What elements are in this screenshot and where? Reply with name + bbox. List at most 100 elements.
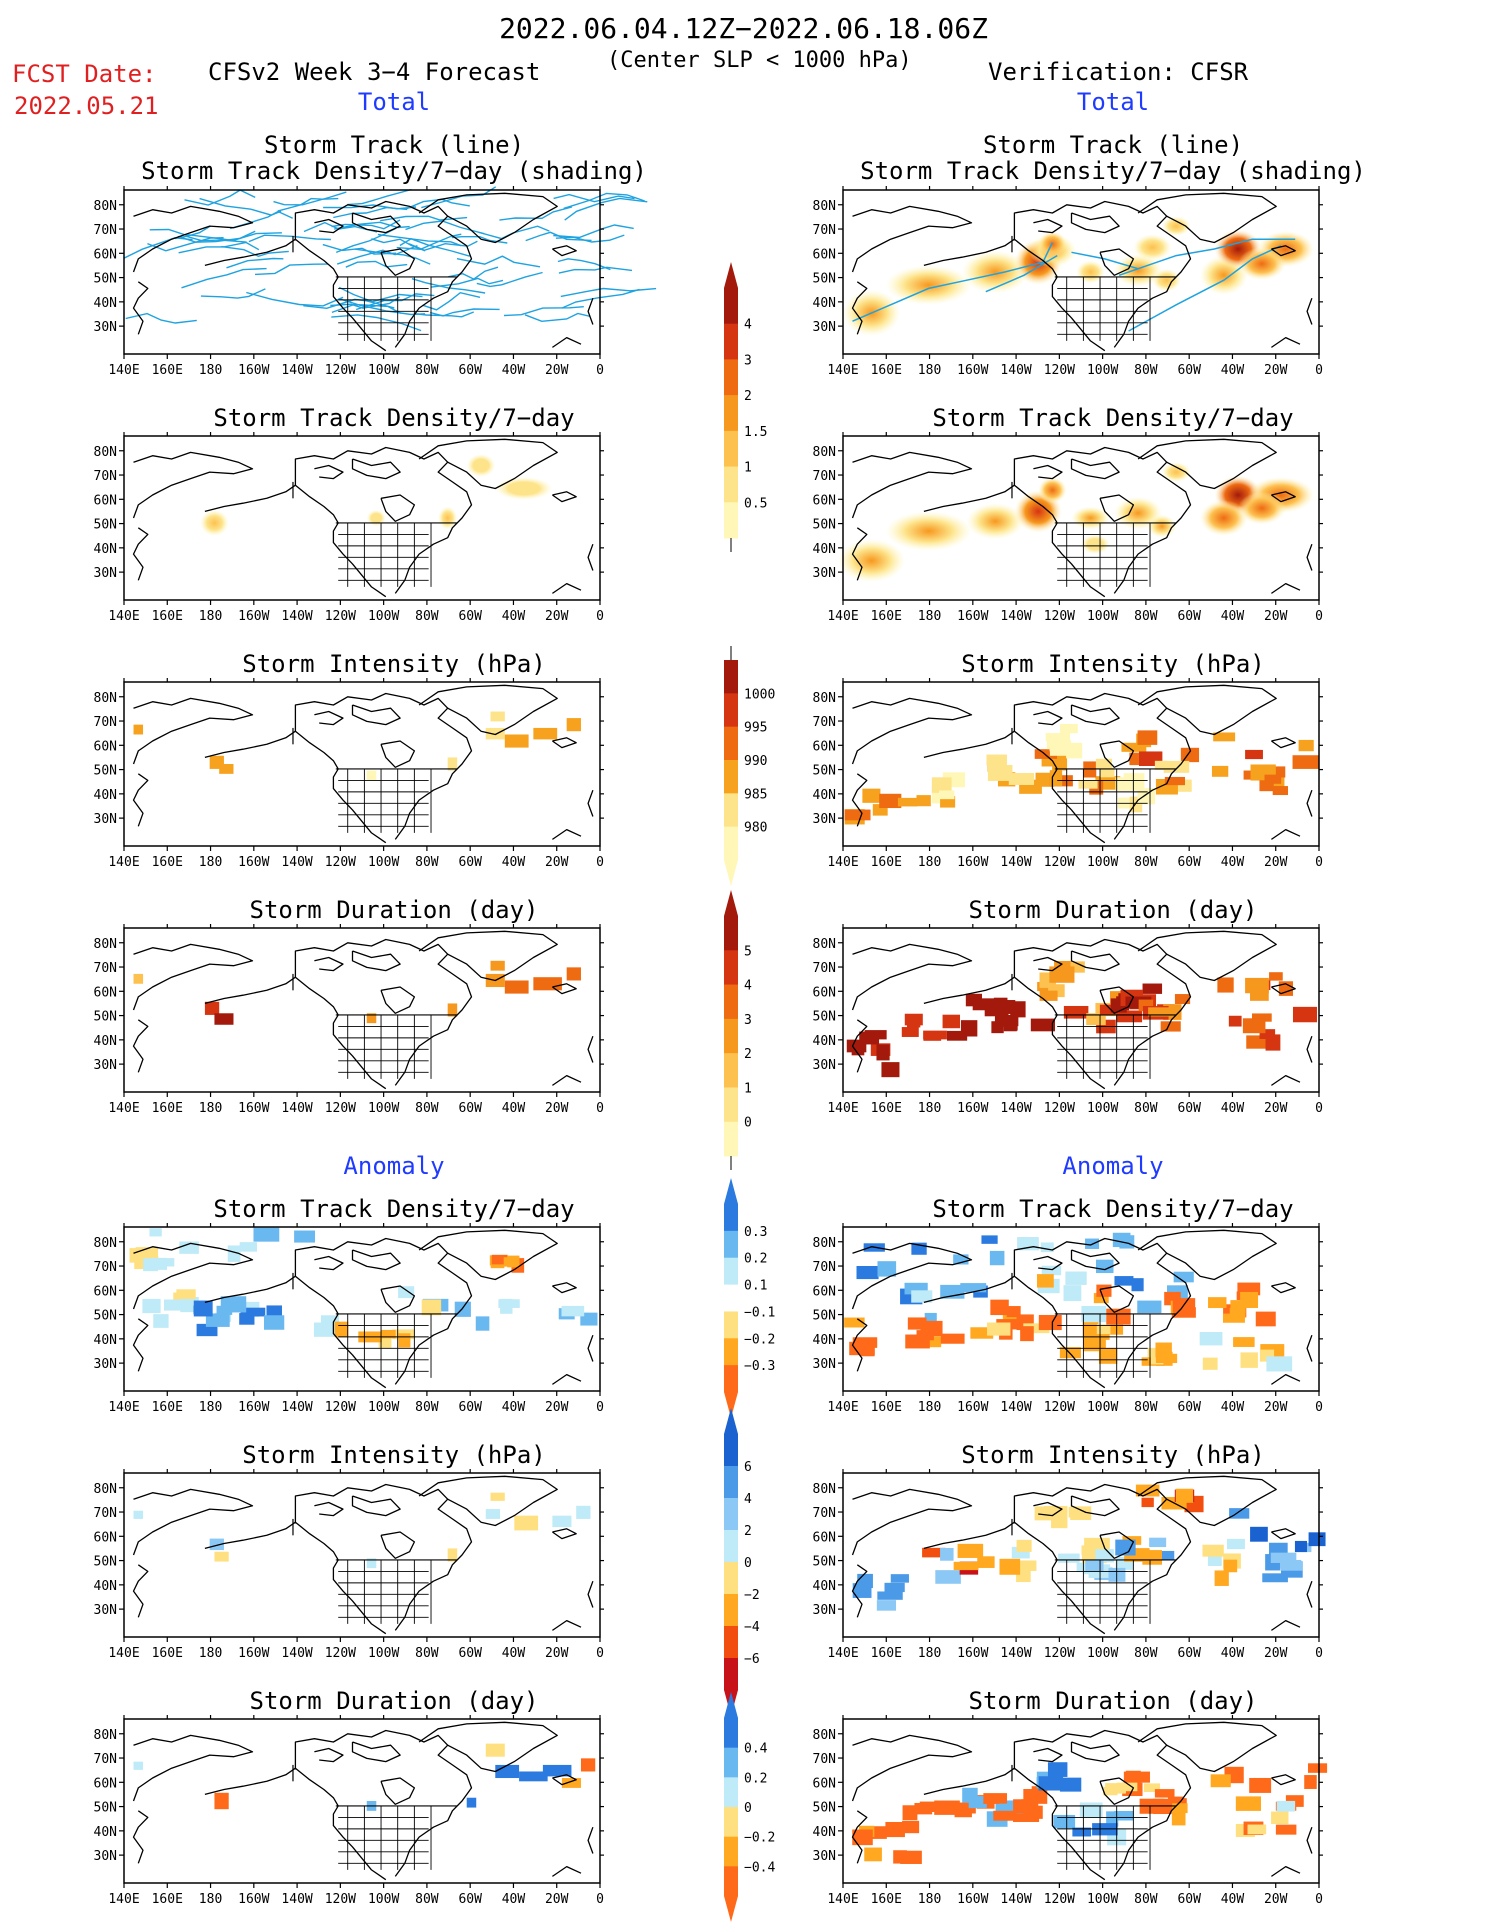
lat-tick-label: 80N xyxy=(813,445,836,460)
lon-tick-label: 80W xyxy=(1134,1400,1158,1415)
lon-tick-label: 180 xyxy=(918,363,941,378)
map-panel-density-anomaly-forecast: 140E 160E 180 160W 140W 120W 100W 80W 60W 40W 20W 0… xyxy=(94,1223,604,1415)
lon-tick-label: 40W xyxy=(1221,1101,1245,1116)
lon-tick-label: 160E xyxy=(152,1646,183,1661)
panel-title-intensity-anom-left: Storm Intensity (hPa) xyxy=(242,1441,546,1469)
colorbar-intensity-anomaly: 6 4 2 0 −2 −4 −6 xyxy=(724,1408,760,1716)
lat-tick-label: 50N xyxy=(813,518,836,533)
lon-tick-label: 60W xyxy=(1177,363,1201,378)
lon-tick-label: 180 xyxy=(199,609,222,624)
map-panel-duration-forecast: 140E 160E 180 160W 140W 120W 100W 80W 60W 40W 20W 0… xyxy=(94,924,604,1116)
lon-tick-label: 120W xyxy=(1044,1101,1075,1116)
lon-tick-label: 120W xyxy=(1044,363,1075,378)
lon-tick-label: 80W xyxy=(1134,1892,1158,1907)
colorbar-tick-label: 4 xyxy=(744,318,752,333)
coastline-layer xyxy=(851,192,1313,352)
lon-tick-label: 140W xyxy=(281,1892,312,1907)
lon-tick-label: 20W xyxy=(545,1400,569,1415)
lon-tick-label: 140W xyxy=(281,1646,312,1661)
lon-tick-label: 160E xyxy=(152,1892,183,1907)
lat-tick-label: 70N xyxy=(813,223,836,238)
lon-tick-label: 120W xyxy=(1044,1892,1075,1907)
lon-tick-label: 40W xyxy=(502,1400,526,1415)
lat-tick-label: 80N xyxy=(813,1728,836,1743)
lon-tick-label: 140E xyxy=(108,609,139,624)
panel-title-density-anom-right: Storm Track Density/7−day xyxy=(932,1195,1294,1223)
colorbar-tick-label: 6 xyxy=(744,1460,752,1475)
lat-tick-label: 70N xyxy=(813,715,836,730)
lon-tick-label: 20W xyxy=(1264,363,1288,378)
lon-tick-label: 180 xyxy=(199,1646,222,1661)
lon-tick-label: 60W xyxy=(1177,1892,1201,1907)
lat-tick-label: 70N xyxy=(94,469,117,484)
lat-tick-label: 40N xyxy=(94,1333,117,1348)
colorbar-density-anomaly: 0.3 0.2 0.1 −0.1 −0.2 −0.3 xyxy=(724,1178,775,1418)
lon-tick-label: 120W xyxy=(325,1892,356,1907)
colorbar-tick-label: 4 xyxy=(744,979,752,994)
lon-tick-label: 20W xyxy=(545,363,569,378)
map-panel-intensity-verification: 140E 160E 180 160W 140W 120W 100W 80W 60W 40W 20W 0… xyxy=(813,678,1323,870)
coastline-layer xyxy=(132,684,594,844)
lon-tick-label: 140W xyxy=(281,1400,312,1415)
lon-tick-label: 20W xyxy=(545,855,569,870)
coastline-layer xyxy=(851,438,1313,598)
lon-tick-label: 140E xyxy=(827,609,858,624)
lon-tick-label: 60W xyxy=(1177,609,1201,624)
lon-tick-label: 0 xyxy=(596,609,604,624)
lon-tick-label: 80W xyxy=(1134,609,1158,624)
lon-tick-label: 180 xyxy=(918,609,941,624)
panel-title-track-line-right: Storm Track (line) Storm Track Density/7−… xyxy=(860,131,1366,185)
lon-tick-label: 120W xyxy=(325,1101,356,1116)
lon-tick-label: 140W xyxy=(281,1101,312,1116)
lat-tick-label: 40N xyxy=(813,1579,836,1594)
colorbar-tick-label: −2 xyxy=(744,1588,760,1603)
lat-tick-label: 70N xyxy=(813,961,836,976)
lat-tick-label: 30N xyxy=(94,1357,117,1372)
lat-tick-label: 30N xyxy=(94,812,117,827)
lon-tick-label: 40W xyxy=(502,1101,526,1116)
lat-tick-label: 30N xyxy=(813,1357,836,1372)
lon-tick-label: 60W xyxy=(458,855,482,870)
map-panel-density-verification: 140E 160E 180 160W 140W 120W 100W 80W 60W 40W 20W 0… xyxy=(813,432,1323,624)
lon-tick-label: 60W xyxy=(1177,855,1201,870)
lon-tick-label: 100W xyxy=(368,609,399,624)
lon-tick-label: 0 xyxy=(596,1646,604,1661)
lon-tick-label: 80W xyxy=(415,1400,439,1415)
colorbar-tick-label: −0.1 xyxy=(744,1305,775,1320)
lon-tick-label: 60W xyxy=(1177,1400,1201,1415)
lat-tick-label: 50N xyxy=(94,272,117,287)
lon-tick-label: 140E xyxy=(108,1646,139,1661)
lon-tick-label: 20W xyxy=(1264,1892,1288,1907)
lon-tick-label: 80W xyxy=(415,363,439,378)
lon-tick-label: 140E xyxy=(108,1892,139,1907)
lon-tick-label: 140W xyxy=(281,609,312,624)
lon-tick-label: 180 xyxy=(199,855,222,870)
lon-tick-label: 120W xyxy=(1044,1400,1075,1415)
lon-tick-label: 40W xyxy=(502,363,526,378)
lat-tick-label: 50N xyxy=(94,1010,117,1025)
lon-tick-label: 20W xyxy=(1264,609,1288,624)
colorbar-tick-label: 3 xyxy=(744,353,752,368)
lon-tick-label: 100W xyxy=(368,855,399,870)
lon-tick-label: 0 xyxy=(596,1400,604,1415)
lat-tick-label: 50N xyxy=(94,518,117,533)
lon-tick-label: 40W xyxy=(1221,609,1245,624)
lon-tick-label: 140E xyxy=(827,1646,858,1661)
lon-tick-label: 100W xyxy=(1087,609,1118,624)
lon-tick-label: 140E xyxy=(827,1400,858,1415)
map-panel-track-verification: 140E 160E 180 160W 140W 120W 100W 80W 60W 40W 20W 0… xyxy=(813,186,1323,378)
panel-title-track-line-left: Storm Track (line) Storm Track Density/7−… xyxy=(141,131,647,185)
map-panel-track-forecast: 140E 160E 180 160W 140W 120W 100W 80W 60W 40W 20W 0… xyxy=(94,186,657,378)
lat-tick-label: 40N xyxy=(94,788,117,803)
lon-tick-label: 60W xyxy=(458,609,482,624)
lon-tick-label: 100W xyxy=(368,363,399,378)
lat-tick-label: 80N xyxy=(94,445,117,460)
lon-tick-label: 40W xyxy=(1221,1892,1245,1907)
lon-tick-label: 100W xyxy=(1087,363,1118,378)
lat-tick-label: 60N xyxy=(94,493,117,508)
lon-tick-label: 20W xyxy=(545,1646,569,1661)
lon-tick-label: 100W xyxy=(368,1892,399,1907)
lat-tick-label: 30N xyxy=(813,812,836,827)
lat-tick-label: 60N xyxy=(813,1776,836,1791)
panel-title-intensity-left: Storm Intensity (hPa) xyxy=(242,650,546,678)
